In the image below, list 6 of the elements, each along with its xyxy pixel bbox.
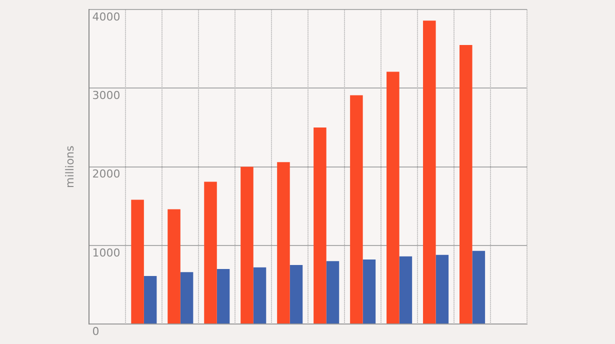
y-tick-label: 4000: [92, 10, 120, 24]
y-tick-label: 2000: [92, 168, 120, 181]
y-axis-title: millions: [63, 145, 76, 188]
y-tick-label: 3000: [92, 89, 120, 102]
y-tick-label: 1000: [92, 246, 120, 260]
y-tick-label: 0: [92, 324, 100, 338]
